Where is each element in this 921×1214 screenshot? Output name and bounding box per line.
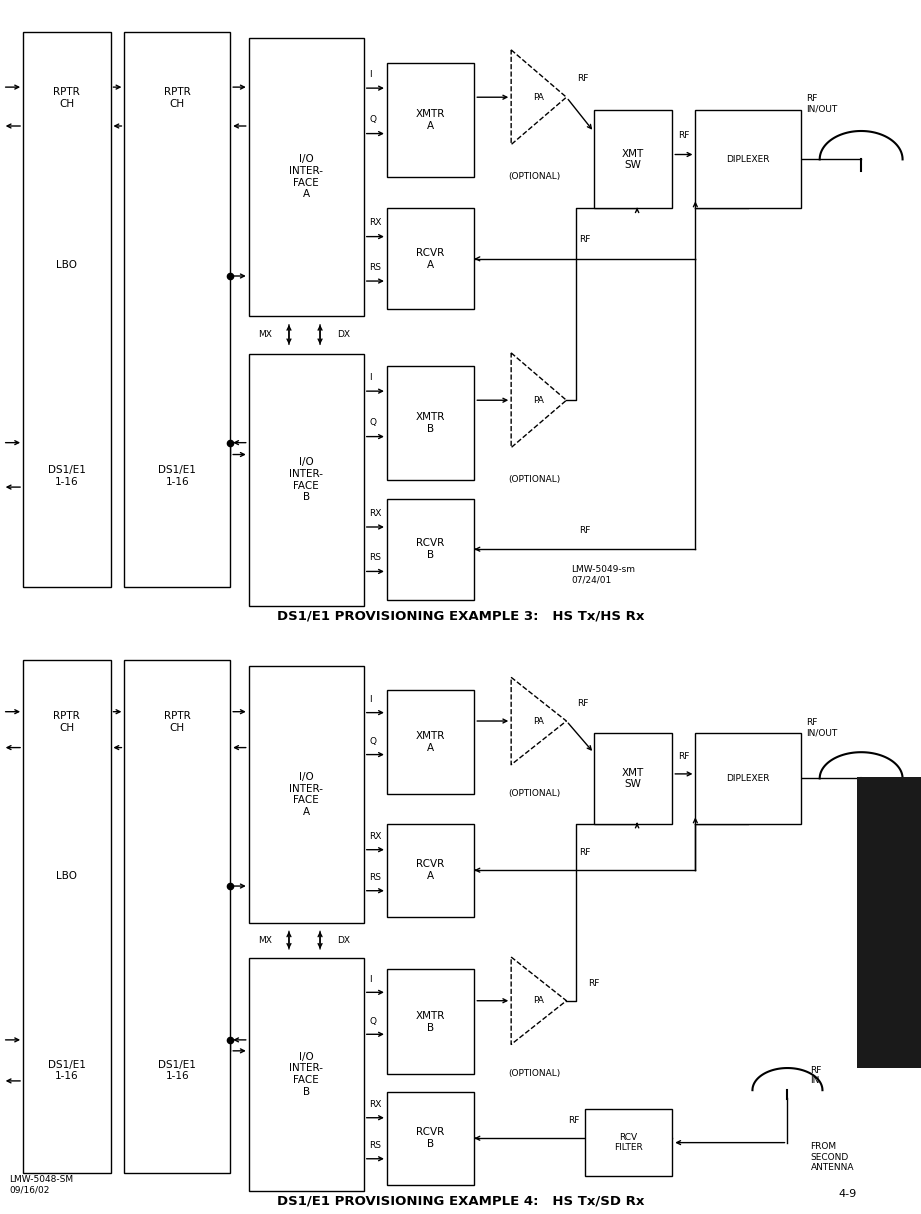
Text: XMT
SW: XMT SW [622,767,645,789]
Text: Q: Q [369,418,377,427]
Bar [387,823,474,917]
Text: RF
IN/OUT: RF IN/OUT [806,717,837,737]
Text: Q: Q [369,115,377,124]
Text: (OPTIONAL): (OPTIONAL) [508,171,560,181]
Text: DS1/E1
1-16: DS1/E1 1-16 [48,465,86,487]
Text: RX: RX [369,1100,381,1110]
Bar [695,110,801,209]
Bar [387,499,474,600]
Text: MX: MX [259,936,273,944]
Bar [124,32,230,588]
Text: RCVR
B: RCVR B [416,539,445,560]
Bar [23,660,111,1173]
Text: RF: RF [577,699,589,708]
Bar [387,63,474,177]
Text: RF: RF [579,526,590,535]
Bar [23,32,111,588]
Text: RX: RX [369,833,381,841]
Text: RS: RS [369,554,381,562]
Text: RF: RF [567,1116,579,1125]
Text: RF: RF [589,978,600,988]
Text: RCVR
B: RCVR B [416,1128,445,1148]
Text: I: I [369,975,372,985]
Text: I/O
INTER-
FACE
B: I/O INTER- FACE B [289,458,323,503]
Text: DS1/E1 PROVISIONING EXAMPLE 4:   HS Tx/SD Rx: DS1/E1 PROVISIONING EXAMPLE 4: HS Tx/SD … [277,1195,644,1208]
Bar [857,777,921,1068]
Bar [249,38,364,316]
Text: XMTR
A: XMTR A [416,731,445,753]
Text: DS1/E1
1-16: DS1/E1 1-16 [158,1060,196,1082]
Text: RX: RX [369,509,381,517]
Text: PA: PA [533,92,544,102]
Text: LBO: LBO [56,260,77,270]
Bar [387,1091,474,1185]
Text: Q: Q [369,1017,377,1026]
Text: PA: PA [533,396,544,404]
Text: 4-9: 4-9 [838,1190,857,1199]
Text: PA: PA [533,716,544,726]
Text: RF
IN/OUT: RF IN/OUT [806,95,837,114]
Bar [387,969,474,1074]
Text: I: I [369,696,372,704]
Text: I/O
INTER-
FACE
A: I/O INTER- FACE A [289,772,323,817]
Text: (OPTIONAL): (OPTIONAL) [508,789,560,799]
Text: (OPTIONAL): (OPTIONAL) [508,475,560,483]
Bar [387,367,474,480]
Text: RX: RX [369,219,381,227]
Text: DX: DX [337,936,350,944]
Text: DX: DX [337,330,350,339]
Text: LMW-5049-sm
07/24/01: LMW-5049-sm 07/24/01 [571,565,635,584]
Text: I/O
INTER-
FACE
A: I/O INTER- FACE A [289,154,323,199]
Bar [249,353,364,606]
Bar [585,1110,672,1176]
Bar [249,666,364,923]
Text: LBO: LBO [56,870,77,881]
Text: XMT
SW: XMT SW [622,148,645,170]
Text: RCV
FILTER: RCV FILTER [614,1133,643,1152]
Text: RS: RS [369,873,381,883]
Text: DS1/E1
1-16: DS1/E1 1-16 [158,465,196,487]
Text: RS: RS [369,262,381,272]
Bar [249,958,364,1191]
Text: RF: RF [579,849,590,857]
Text: (OPTIONAL): (OPTIONAL) [508,1070,560,1078]
Bar [594,110,672,209]
Text: DS1/E1
1-16: DS1/E1 1-16 [48,1060,86,1082]
Text: RPTR
CH: RPTR CH [164,711,191,733]
Text: RF: RF [678,751,690,761]
Text: I: I [369,69,372,79]
Text: XMTR
A: XMTR A [416,109,445,131]
Text: RPTR
CH: RPTR CH [53,711,80,733]
Text: RF: RF [579,236,590,244]
Bar [387,690,474,794]
Bar [695,733,801,823]
Text: DIPLEXER: DIPLEXER [727,155,770,164]
Text: RPTR
CH: RPTR CH [164,87,191,109]
Text: RPTR
CH: RPTR CH [53,87,80,109]
Bar [124,660,230,1173]
Text: Q: Q [369,737,377,747]
Text: RCVR
A: RCVR A [416,248,445,270]
Text: RCVR
A: RCVR A [416,860,445,881]
Bar [387,209,474,310]
Text: XMTR
B: XMTR B [416,1011,445,1032]
Text: FROM
SECOND
ANTENNA: FROM SECOND ANTENNA [810,1142,854,1172]
Text: LMW-5048-SM
09/16/02: LMW-5048-SM 09/16/02 [9,1175,74,1195]
Text: RF: RF [678,131,690,140]
Bar [594,733,672,823]
Text: RS: RS [369,1141,381,1151]
Text: DS1/E1 PROVISIONING EXAMPLE 3:   HS Tx/HS Rx: DS1/E1 PROVISIONING EXAMPLE 3: HS Tx/HS … [277,609,644,623]
Text: RF: RF [577,74,589,83]
Text: I/O
INTER-
FACE
B: I/O INTER- FACE B [289,1051,323,1096]
Text: RF
IN: RF IN [810,1066,822,1085]
Text: MX: MX [259,330,273,339]
Text: PA: PA [533,997,544,1005]
Text: I: I [369,373,372,381]
Text: DIPLEXER: DIPLEXER [727,773,770,783]
Text: XMTR
B: XMTR B [416,413,445,433]
